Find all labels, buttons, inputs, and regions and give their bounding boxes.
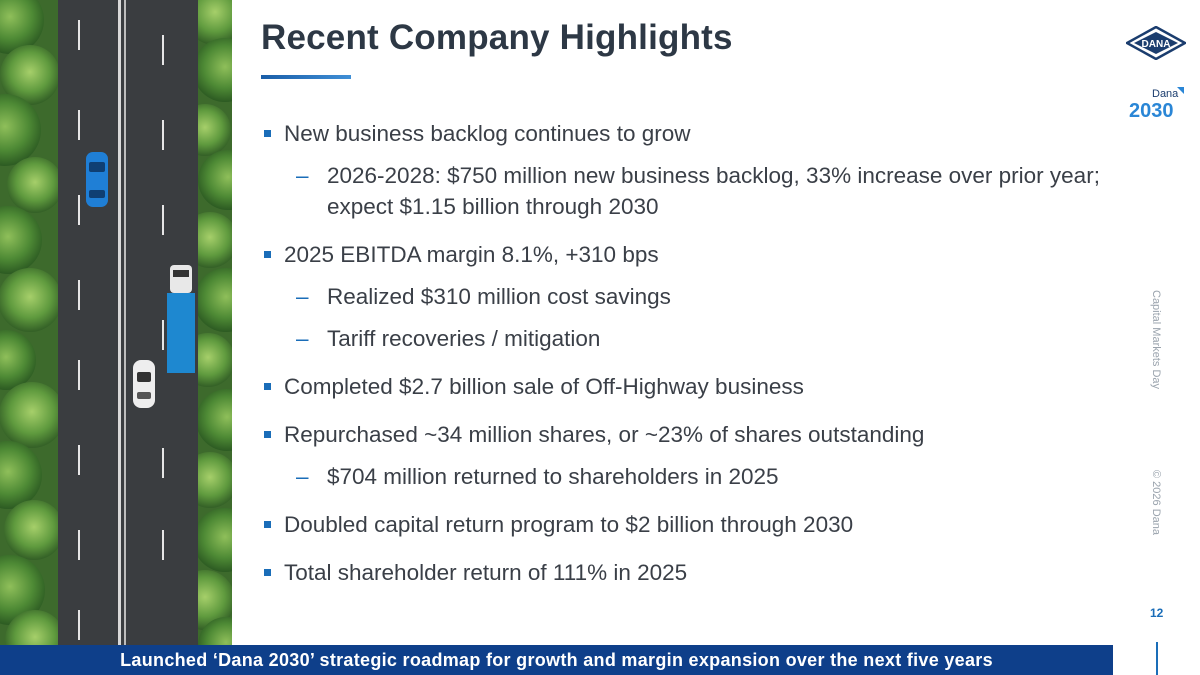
bullet-item: Doubled capital return program to $2 bil… (262, 509, 1122, 540)
bullet-text: Repurchased ~34 million shares, or ~23% … (284, 422, 925, 447)
sub-bullet-text: Realized $310 million cost savings (327, 284, 671, 309)
footer-accent-line (1156, 642, 1158, 675)
bullet-text: New business backlog continues to grow (284, 121, 691, 146)
bullet-item: Repurchased ~34 million shares, or ~23% … (262, 419, 1122, 450)
sub-bullet-text: Tariff recoveries / mitigation (327, 326, 601, 351)
side-label-copyright: © 2026 Dana (1150, 470, 1162, 535)
dana-2030-small: Dana (1152, 88, 1179, 100)
sub-bullet-text: $704 million returned to shareholders in… (327, 464, 779, 489)
sub-bullet-item: – Tariff recoveries / mitigation (262, 323, 1122, 354)
aerial-road-photo (0, 0, 232, 645)
dash-bullet-icon: – (296, 464, 309, 489)
dash-bullet-icon: – (296, 163, 309, 188)
dana-logo: DANA (1124, 25, 1188, 61)
bullet-item: Total shareholder return of 111% in 2025 (262, 557, 1122, 588)
slide-title: Recent Company Highlights (261, 18, 733, 57)
title-underline (261, 75, 351, 79)
dana-2030-logo: Dana 2030 (1128, 84, 1188, 122)
dana-2030-year: 2030 (1129, 100, 1174, 120)
bullet-text: 2025 EBITDA margin 8.1%, +310 bps (284, 242, 659, 267)
sub-bullet-item: – $704 million returned to shareholders … (262, 461, 1122, 492)
bullet-text: Total shareholder return of 111% in 2025 (284, 560, 688, 585)
highlights-list: New business backlog continues to grow –… (262, 118, 1122, 588)
footer-banner-text: Launched ‘Dana 2030’ strategic roadmap f… (120, 650, 993, 670)
logo-wordmark: DANA (1142, 39, 1171, 50)
bullet-item: 2025 EBITDA margin 8.1%, +310 bps (262, 239, 1122, 270)
sub-bullet-item: – Realized $310 million cost savings (262, 281, 1122, 312)
dash-bullet-icon: – (296, 284, 309, 309)
bullet-item: New business backlog continues to grow (262, 118, 1122, 149)
sub-bullet-text: 2026-2028: $750 million new business bac… (327, 163, 1100, 219)
bullet-item: Completed $2.7 billion sale of Off-Highw… (262, 371, 1122, 402)
square-bullet-icon (264, 251, 271, 258)
sub-bullet-item: – 2026-2028: $750 million new business b… (262, 160, 1122, 222)
dash-bullet-icon: – (296, 326, 309, 351)
square-bullet-icon (264, 383, 271, 390)
square-bullet-icon (264, 569, 271, 576)
square-bullet-icon (264, 431, 271, 438)
square-bullet-icon (264, 521, 271, 528)
page-number: 12 (1150, 606, 1164, 620)
bullet-text: Doubled capital return program to $2 bil… (284, 512, 854, 537)
side-label-event: Capital Markets Day (1150, 290, 1162, 390)
footer-banner: Launched ‘Dana 2030’ strategic roadmap f… (0, 645, 1113, 675)
square-bullet-icon (264, 130, 271, 137)
bullet-text: Completed $2.7 billion sale of Off-Highw… (284, 374, 804, 399)
